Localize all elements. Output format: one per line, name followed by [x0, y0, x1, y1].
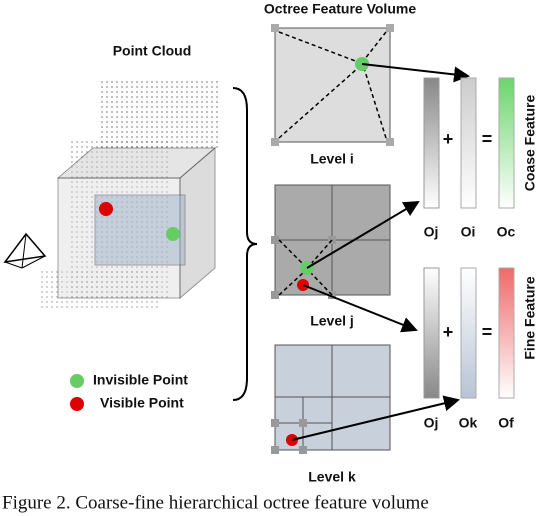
- caption: Figure 2. Coarse-fine hierarchical octre…: [2, 492, 429, 513]
- bar-label: Oj: [424, 415, 439, 431]
- feature-name: Fine Feature: [522, 276, 538, 359]
- legend-label: Invisible Point: [93, 372, 188, 388]
- feature-name: Coase Feature: [522, 95, 538, 192]
- operator: +: [443, 129, 454, 149]
- bar-label: Oc: [497, 224, 516, 240]
- bar-label: Of: [498, 415, 514, 431]
- operator: =: [482, 129, 493, 149]
- level-label: Level k: [308, 469, 356, 485]
- operator: +: [443, 322, 454, 342]
- point-cloud-illustration: [3, 80, 220, 310]
- visible-point: [99, 202, 113, 216]
- bar-label: Oi: [461, 224, 476, 240]
- operator: =: [482, 322, 493, 342]
- point-cloud-label: Point Cloud: [113, 43, 192, 59]
- bar-label: Oj: [424, 224, 439, 240]
- brace: [232, 87, 258, 401]
- legend-marker: [70, 397, 84, 411]
- title: Octree Feature Volume: [264, 1, 416, 17]
- level-k: [271, 344, 391, 454]
- bar-label: Ok: [459, 415, 478, 431]
- level-j: [271, 184, 391, 299]
- level-i: [271, 24, 394, 146]
- feature-bars: [423, 77, 515, 399]
- invisible-point: [166, 227, 180, 241]
- legend-marker: [70, 374, 84, 388]
- level-label: Level j: [310, 313, 354, 329]
- level-label: Level i: [310, 151, 354, 167]
- arrows: [291, 63, 470, 441]
- legend-label: Visible Point: [100, 395, 184, 411]
